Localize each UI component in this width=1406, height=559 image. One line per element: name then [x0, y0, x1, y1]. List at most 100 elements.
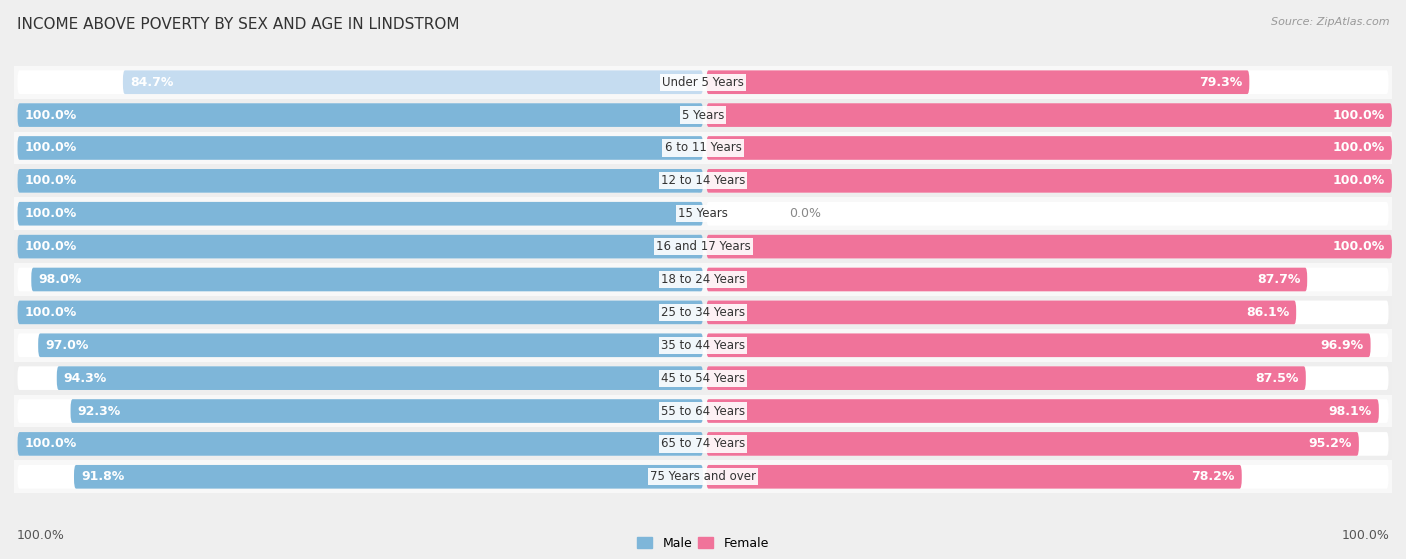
Text: 55 to 64 Years: 55 to 64 Years: [661, 405, 745, 418]
Text: 100.0%: 100.0%: [1333, 141, 1385, 154]
Text: 97.0%: 97.0%: [45, 339, 89, 352]
Text: 100.0%: 100.0%: [1341, 529, 1389, 542]
Bar: [14, 461, 1392, 493]
FancyBboxPatch shape: [17, 301, 700, 324]
FancyBboxPatch shape: [17, 235, 700, 258]
FancyBboxPatch shape: [706, 465, 1241, 489]
FancyBboxPatch shape: [706, 366, 1389, 390]
Text: 6 to 11 Years: 6 to 11 Years: [665, 141, 741, 154]
Text: 96.9%: 96.9%: [1320, 339, 1364, 352]
FancyBboxPatch shape: [706, 268, 1308, 291]
FancyBboxPatch shape: [706, 235, 1389, 258]
FancyBboxPatch shape: [17, 333, 700, 357]
Text: 98.1%: 98.1%: [1329, 405, 1372, 418]
FancyBboxPatch shape: [31, 268, 703, 291]
Text: 16 and 17 Years: 16 and 17 Years: [655, 240, 751, 253]
FancyBboxPatch shape: [17, 169, 700, 193]
Bar: [14, 329, 1392, 362]
Text: 35 to 44 Years: 35 to 44 Years: [661, 339, 745, 352]
Text: 100.0%: 100.0%: [24, 306, 77, 319]
Text: 100.0%: 100.0%: [17, 529, 65, 542]
Legend: Male, Female: Male, Female: [633, 532, 773, 555]
Bar: [14, 66, 1392, 98]
Text: 75 Years and over: 75 Years and over: [650, 470, 756, 484]
Text: 79.3%: 79.3%: [1199, 75, 1243, 89]
FancyBboxPatch shape: [706, 169, 1389, 193]
FancyBboxPatch shape: [17, 366, 700, 390]
Text: 92.3%: 92.3%: [77, 405, 121, 418]
FancyBboxPatch shape: [706, 465, 1389, 489]
Text: 87.7%: 87.7%: [1257, 273, 1301, 286]
Text: 12 to 14 Years: 12 to 14 Years: [661, 174, 745, 187]
FancyBboxPatch shape: [17, 202, 703, 226]
FancyBboxPatch shape: [75, 465, 703, 489]
Bar: [14, 362, 1392, 395]
FancyBboxPatch shape: [17, 169, 703, 193]
Text: 94.3%: 94.3%: [63, 372, 107, 385]
Bar: [14, 197, 1392, 230]
FancyBboxPatch shape: [706, 136, 1389, 160]
Text: 100.0%: 100.0%: [1333, 174, 1385, 187]
FancyBboxPatch shape: [706, 301, 1389, 324]
Text: 100.0%: 100.0%: [24, 141, 77, 154]
FancyBboxPatch shape: [17, 465, 700, 489]
Bar: [14, 428, 1392, 461]
Text: 100.0%: 100.0%: [1333, 108, 1385, 122]
Text: 65 to 74 Years: 65 to 74 Years: [661, 437, 745, 451]
Bar: [14, 230, 1392, 263]
FancyBboxPatch shape: [17, 399, 700, 423]
Text: Source: ZipAtlas.com: Source: ZipAtlas.com: [1271, 17, 1389, 27]
Text: 95.2%: 95.2%: [1309, 437, 1353, 451]
FancyBboxPatch shape: [56, 366, 703, 390]
Bar: [14, 395, 1392, 428]
FancyBboxPatch shape: [38, 333, 703, 357]
FancyBboxPatch shape: [17, 268, 700, 291]
Text: 0.0%: 0.0%: [789, 207, 821, 220]
Text: 98.0%: 98.0%: [38, 273, 82, 286]
FancyBboxPatch shape: [706, 432, 1358, 456]
Text: 100.0%: 100.0%: [24, 240, 77, 253]
Text: 86.1%: 86.1%: [1246, 306, 1289, 319]
FancyBboxPatch shape: [706, 103, 1389, 127]
Text: 100.0%: 100.0%: [24, 437, 77, 451]
FancyBboxPatch shape: [17, 432, 703, 456]
FancyBboxPatch shape: [706, 399, 1389, 423]
Bar: [14, 296, 1392, 329]
Text: 91.8%: 91.8%: [82, 470, 124, 484]
FancyBboxPatch shape: [706, 235, 1392, 258]
FancyBboxPatch shape: [17, 136, 700, 160]
FancyBboxPatch shape: [706, 366, 1306, 390]
FancyBboxPatch shape: [706, 136, 1392, 160]
Text: 87.5%: 87.5%: [1256, 372, 1299, 385]
Text: 18 to 24 Years: 18 to 24 Years: [661, 273, 745, 286]
FancyBboxPatch shape: [706, 333, 1389, 357]
Text: 25 to 34 Years: 25 to 34 Years: [661, 306, 745, 319]
Text: 45 to 54 Years: 45 to 54 Years: [661, 372, 745, 385]
FancyBboxPatch shape: [17, 103, 703, 127]
FancyBboxPatch shape: [17, 136, 703, 160]
Text: INCOME ABOVE POVERTY BY SEX AND AGE IN LINDSTROM: INCOME ABOVE POVERTY BY SEX AND AGE IN L…: [17, 17, 460, 32]
FancyBboxPatch shape: [706, 169, 1392, 193]
FancyBboxPatch shape: [706, 202, 1389, 226]
FancyBboxPatch shape: [706, 70, 1389, 94]
Text: 100.0%: 100.0%: [24, 108, 77, 122]
Bar: [14, 98, 1392, 131]
Bar: [14, 164, 1392, 197]
FancyBboxPatch shape: [17, 301, 703, 324]
FancyBboxPatch shape: [706, 333, 1371, 357]
Bar: [14, 263, 1392, 296]
Text: 5 Years: 5 Years: [682, 108, 724, 122]
Text: 100.0%: 100.0%: [24, 174, 77, 187]
Bar: [14, 131, 1392, 164]
FancyBboxPatch shape: [706, 103, 1392, 127]
Text: 78.2%: 78.2%: [1191, 470, 1234, 484]
Text: 15 Years: 15 Years: [678, 207, 728, 220]
FancyBboxPatch shape: [706, 70, 1250, 94]
FancyBboxPatch shape: [17, 202, 700, 226]
FancyBboxPatch shape: [706, 268, 1389, 291]
FancyBboxPatch shape: [17, 432, 700, 456]
FancyBboxPatch shape: [17, 70, 700, 94]
FancyBboxPatch shape: [70, 399, 703, 423]
FancyBboxPatch shape: [706, 399, 1379, 423]
FancyBboxPatch shape: [706, 301, 1296, 324]
